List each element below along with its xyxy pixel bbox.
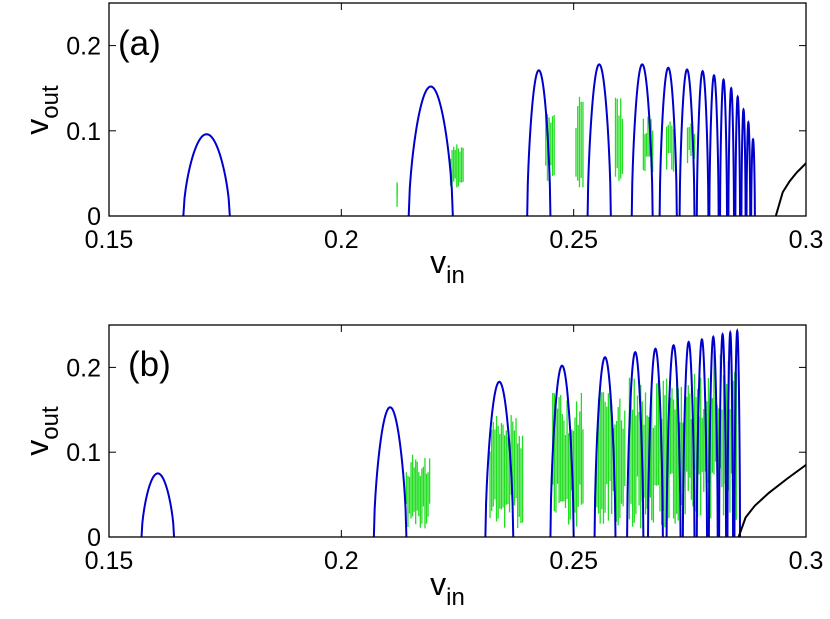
- x-tick-label: 0.15: [85, 547, 134, 575]
- branch-curve: [737, 464, 806, 537]
- periodic-arch: [140, 472, 176, 537]
- periodic-arch: [719, 77, 729, 216]
- chaotic-band: [614, 97, 624, 181]
- periodic-arch: [372, 406, 408, 537]
- periodic-arch: [740, 107, 747, 216]
- x-axis-label-main: v: [430, 244, 446, 280]
- periodic-arch: [630, 63, 654, 216]
- periodic-arch: [726, 329, 735, 537]
- plot-area: [140, 328, 806, 537]
- y-axis-label-main: v: [19, 119, 55, 135]
- periodic-arch: [707, 334, 719, 537]
- periodic-arch: [708, 73, 720, 216]
- y-tick-label: 0.1: [66, 118, 101, 146]
- y-axis-label: vout: [19, 85, 64, 135]
- y-tick-label: 0.2: [66, 33, 101, 61]
- x-tick-label: 0.3: [789, 547, 824, 575]
- periodic-arch: [678, 68, 696, 216]
- chaotic-band: [575, 96, 584, 188]
- axes-frame: [108, 2, 807, 217]
- chaotic-band: [405, 454, 431, 529]
- periodic-arch: [733, 328, 742, 537]
- x-axis-label-main: v: [430, 566, 446, 602]
- x-axis-label-sub: in: [446, 262, 465, 289]
- y-tick-label: 0: [87, 203, 101, 231]
- x-tick-label: 0.25: [549, 226, 598, 254]
- periodic-arch: [586, 63, 612, 216]
- periodic-arch: [647, 347, 664, 537]
- y-tick-label: 0: [87, 524, 101, 552]
- y-axis-label-sub: out: [37, 85, 64, 119]
- x-tick-label: 0.2: [324, 226, 359, 254]
- y-axis-label: vout: [19, 406, 64, 456]
- periodic-arch: [182, 133, 231, 216]
- periodic-arch: [407, 85, 454, 216]
- x-tick-label: 0.3: [789, 226, 824, 254]
- periodic-arch: [695, 69, 710, 216]
- plot-area: [182, 63, 806, 216]
- periodic-arch: [484, 380, 515, 537]
- periodic-arch: [681, 340, 696, 537]
- panel-label: (b): [128, 345, 171, 384]
- periodic-arch: [665, 343, 682, 537]
- y-axis-label-main: v: [19, 440, 55, 456]
- periodic-arch: [745, 120, 752, 216]
- periodic-arch: [549, 364, 575, 537]
- periodic-arch: [734, 94, 742, 216]
- periodic-arch: [727, 86, 735, 216]
- periodic-arch: [718, 331, 728, 537]
- x-tick-label: 0.2: [324, 547, 359, 575]
- periodic-arch: [750, 137, 756, 216]
- periodic-arch: [695, 337, 709, 537]
- x-axis-label-sub: in: [446, 584, 465, 611]
- axes-frame: [108, 324, 807, 538]
- periodic-arch: [658, 66, 678, 216]
- x-tick-label: 0.25: [549, 547, 598, 575]
- chaotic-band: [552, 392, 584, 527]
- branch-curve: [774, 162, 806, 216]
- periodic-arch: [526, 69, 552, 216]
- y-tick-label: 0.2: [66, 354, 101, 382]
- panel-label: (a): [118, 24, 161, 63]
- x-axis-label: vin: [430, 244, 465, 289]
- periodic-arch: [593, 356, 617, 537]
- y-axis-label-sub: out: [37, 406, 64, 440]
- x-tick-label: 0.15: [85, 226, 134, 254]
- chaotic-band: [449, 144, 464, 188]
- chaotic-band: [489, 415, 524, 529]
- periodic-arch: [626, 350, 645, 537]
- chaotic-band: [665, 121, 675, 172]
- y-tick-label: 0.1: [66, 439, 101, 467]
- x-axis-label: vin: [430, 566, 465, 611]
